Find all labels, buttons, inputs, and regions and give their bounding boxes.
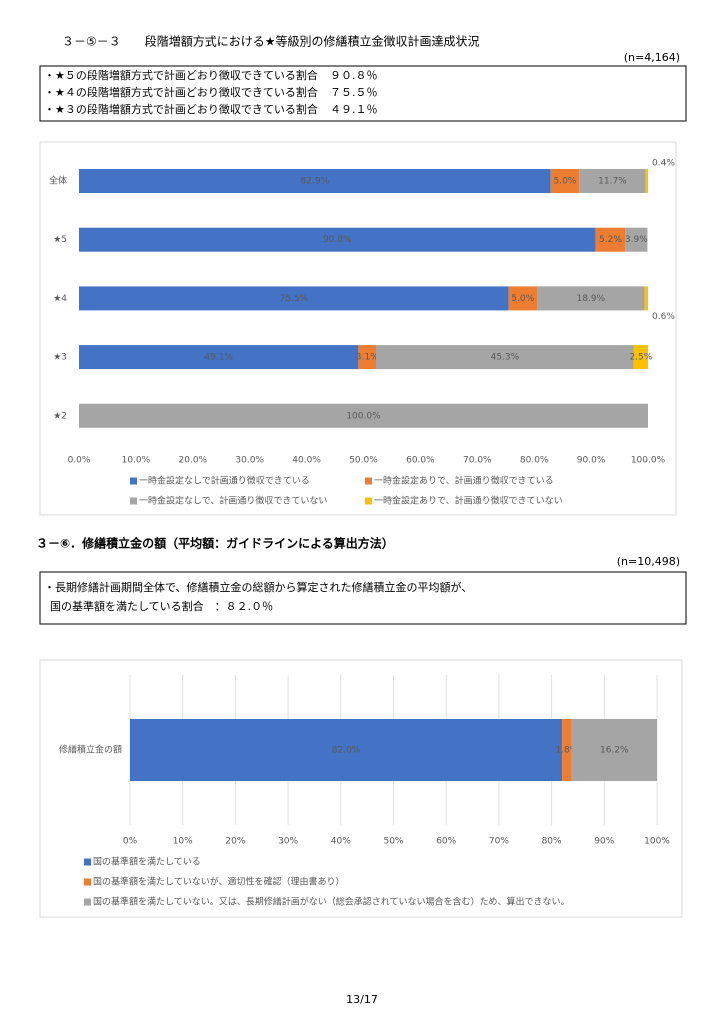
bar-segment [625, 227, 648, 252]
x-tick-label: 80% [542, 837, 562, 847]
category-label: 全体 [49, 175, 67, 187]
bar-segment [79, 169, 551, 193]
value-label: 16.2% [600, 746, 629, 756]
summary-value: ９０.８％ [330, 69, 378, 82]
bar-segment [645, 169, 648, 193]
summary-value: ４９.１％ [330, 103, 378, 116]
category-label: ★2 [53, 411, 67, 421]
x-tick-label: 70% [489, 837, 509, 847]
section-heading: ３－⑥．修繕積立金の額（平均額：ガイドラインによる算出方法） [36, 536, 394, 551]
bar-segment [644, 286, 648, 311]
value-label: 3.1% [356, 353, 379, 363]
summary-text: ・長期修繕計画期間全体で、修繕積立金の総額から算定された修繕積立金の平均額が、 [44, 580, 472, 594]
legend-swatch [84, 898, 91, 906]
value-label: 18.9% [577, 294, 606, 304]
x-tick-label: 40% [331, 837, 351, 847]
bar-segment [562, 719, 572, 781]
sample-size: (n=4,164) [624, 51, 680, 64]
bar-segment [79, 345, 359, 370]
sample-size: (n=10,498) [617, 555, 680, 568]
x-tick-label: 10% [173, 837, 193, 847]
value-label: 90.8% [323, 235, 352, 245]
x-tick-label: 50% [383, 837, 403, 847]
bar-segment [358, 345, 377, 370]
value-label: 5.0% [511, 294, 534, 304]
bar-segment [550, 169, 580, 193]
bar-segment [79, 227, 596, 252]
legend-label: 一時金設定ありで、計画通り徴収できていない [374, 495, 563, 507]
summary-text: ・★３の段階増額方式で計画どおり徴収できている割合 [44, 102, 318, 116]
bar-segment [79, 403, 648, 428]
page-number: 13/17 [346, 993, 378, 1006]
summary-box [39, 65, 687, 122]
bar-segment [79, 286, 509, 311]
legend-swatch [365, 497, 372, 505]
value-label: 82.0% [332, 746, 361, 756]
legend-swatch [84, 858, 91, 866]
chart-frame [39, 659, 683, 918]
x-tick-label: 60% [436, 837, 456, 847]
summary-value: ７５.５％ [330, 86, 378, 99]
bar-segment [571, 719, 657, 781]
bar-segment [376, 345, 634, 370]
x-tick-label: 10.0% [122, 456, 151, 466]
value-label: 3.9% [625, 235, 648, 245]
value-label: 5.0% [553, 177, 576, 187]
x-tick-label: 50.0% [349, 456, 378, 466]
category-label: ★3 [53, 353, 67, 363]
x-tick-label: 20.0% [179, 456, 208, 466]
legend-label: 国の基準額を満たしていない。又は、長期修繕計画がない（総会承認されていない場合を… [93, 896, 569, 908]
bar-segment [595, 227, 626, 252]
legend-swatch [84, 878, 91, 886]
value-label: 82.9% [301, 177, 330, 187]
bar-segment [633, 345, 648, 370]
x-tick-label: 30% [278, 837, 298, 847]
x-tick-label: 100.0% [631, 456, 666, 466]
legend-swatch [130, 477, 137, 485]
legend-label: 国の基準額を満たしている [93, 856, 201, 868]
summary-text: ・★５の段階増額方式で計画どおり徴収できている割合 [44, 68, 318, 82]
category-label: 修繕積立金の額 [59, 744, 122, 756]
value-label: 2.5% [629, 353, 652, 363]
legend-swatch [130, 497, 137, 505]
category-label: ★4 [53, 294, 67, 304]
legend-label: 一時金設定なしで、計画通り徴収できていない [139, 495, 327, 507]
x-tick-label: 90% [594, 837, 614, 847]
x-tick-label: 100% [644, 837, 670, 847]
x-tick-label: 20% [225, 837, 245, 847]
x-tick-label: 90.0% [577, 456, 606, 466]
x-tick-label: 30.0% [235, 456, 264, 466]
x-tick-label: 0.0% [68, 456, 91, 466]
summary-text: 国の基準額を満たしている割合 ：８２.０％ [50, 599, 273, 613]
chart-frame [39, 141, 677, 516]
x-tick-label: 40.0% [292, 456, 321, 466]
legend-label: 一時金設定ありで、計画通り徴収できている [374, 475, 554, 487]
bar-segment [508, 286, 538, 311]
value-label: 0.6% [652, 312, 675, 322]
value-label: 75.5% [280, 294, 309, 304]
x-tick-label: 0% [123, 837, 138, 847]
value-label: 1.8% [555, 746, 578, 756]
legend-label: 国の基準額を満たしていないが、適切性を確認（理由書あり） [93, 876, 345, 888]
bar-segment [579, 169, 646, 193]
value-label: 45.3% [491, 353, 520, 363]
bar-segment [130, 719, 563, 781]
value-label: 5.2% [599, 235, 622, 245]
x-tick-label: 80.0% [520, 456, 549, 466]
category-label: ★5 [53, 235, 67, 245]
x-tick-label: 60.0% [406, 456, 435, 466]
value-label: 0.4% [652, 159, 675, 169]
section-heading: ３－⑤－３ 段階増額方式における★等級別の修繕積立金徴収計画達成状況 [62, 34, 480, 49]
x-tick-label: 70.0% [463, 456, 492, 466]
summary-text: ・★４の段階増額方式で計画どおり徴収できている割合 [44, 85, 318, 99]
value-label: 100.0% [346, 411, 381, 421]
bar-segment [537, 286, 645, 311]
summary-box [39, 571, 687, 625]
legend-swatch [365, 477, 372, 485]
value-label: 11.7% [598, 177, 627, 187]
value-label: 49.1% [204, 353, 233, 363]
legend-label: 一時金設定なしで計画通り徴収できている [139, 475, 310, 487]
